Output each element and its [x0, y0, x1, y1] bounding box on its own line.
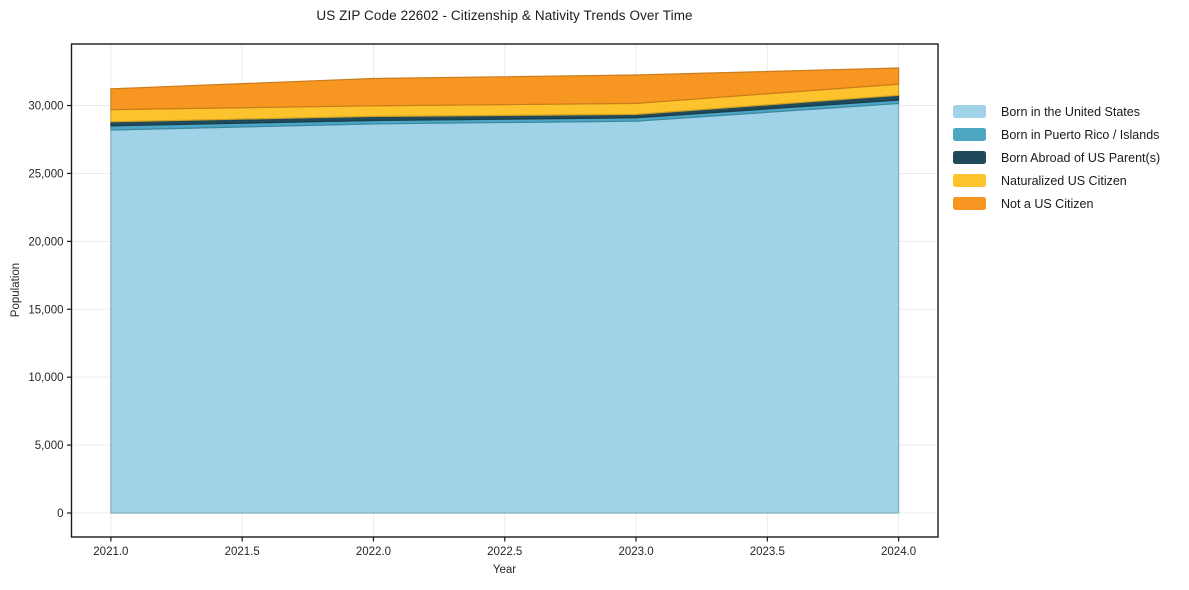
- legend-item-naturalized-us-citizen: Naturalized US Citizen: [953, 172, 1160, 189]
- legend-item-born-in-the-united-states: Born in the United States: [953, 103, 1160, 120]
- y-tick-label: 0: [57, 508, 63, 520]
- x-tick-label: 2023.5: [750, 546, 785, 558]
- area-not-a-us-citizen: [110, 67, 900, 111]
- legend-item-born-in-puerto-rico-islands: Born in Puerto Rico / Islands: [953, 126, 1160, 143]
- legend: Born in the United States Born in Puerto …: [953, 103, 1160, 212]
- chart-title: US ZIP Code 22602 - Citizenship & Nativi…: [316, 8, 693, 23]
- y-tick-label: 30,000: [28, 101, 63, 113]
- y-tick-label: 20,000: [28, 236, 63, 248]
- y-tick-label: 5,000: [35, 440, 64, 452]
- x-tick-label: 2022.0: [356, 546, 391, 558]
- x-axis-label: Year: [492, 564, 517, 576]
- legend-swatch: [953, 197, 986, 210]
- legend-swatch: [953, 105, 986, 118]
- legend-label: Born in Puerto Rico / Islands: [1001, 127, 1160, 142]
- legend-swatch: [953, 151, 986, 164]
- legend-swatch: [953, 128, 986, 141]
- y-tick-label: 10,000: [28, 372, 63, 384]
- x-tick-label: 2024.0: [881, 546, 916, 558]
- x-tick-label: 2023.0: [618, 546, 653, 558]
- legend-item-born-abroad-of-us-parent-s: Born Abroad of US Parent(s): [953, 149, 1160, 166]
- x-tick-label: 2022.5: [487, 546, 522, 558]
- legend-label: Born Abroad of US Parent(s): [1001, 150, 1161, 165]
- legend-swatch: [953, 174, 986, 187]
- y-axis-label: Population: [10, 262, 22, 318]
- x-tick-label: 2021.0: [93, 546, 128, 558]
- x-tick-label: 2021.5: [225, 546, 260, 558]
- legend-label: Naturalized US Citizen: [1001, 173, 1127, 188]
- legend-label: Not a US Citizen: [1001, 196, 1094, 211]
- legend-item-not-a-us-citizen: Not a US Citizen: [953, 195, 1160, 212]
- y-tick-label: 25,000: [28, 168, 63, 180]
- area-born-in-the-united-states: [110, 102, 900, 514]
- y-tick-label: 15,000: [28, 304, 63, 316]
- legend-label: Born in the United States: [1001, 104, 1140, 119]
